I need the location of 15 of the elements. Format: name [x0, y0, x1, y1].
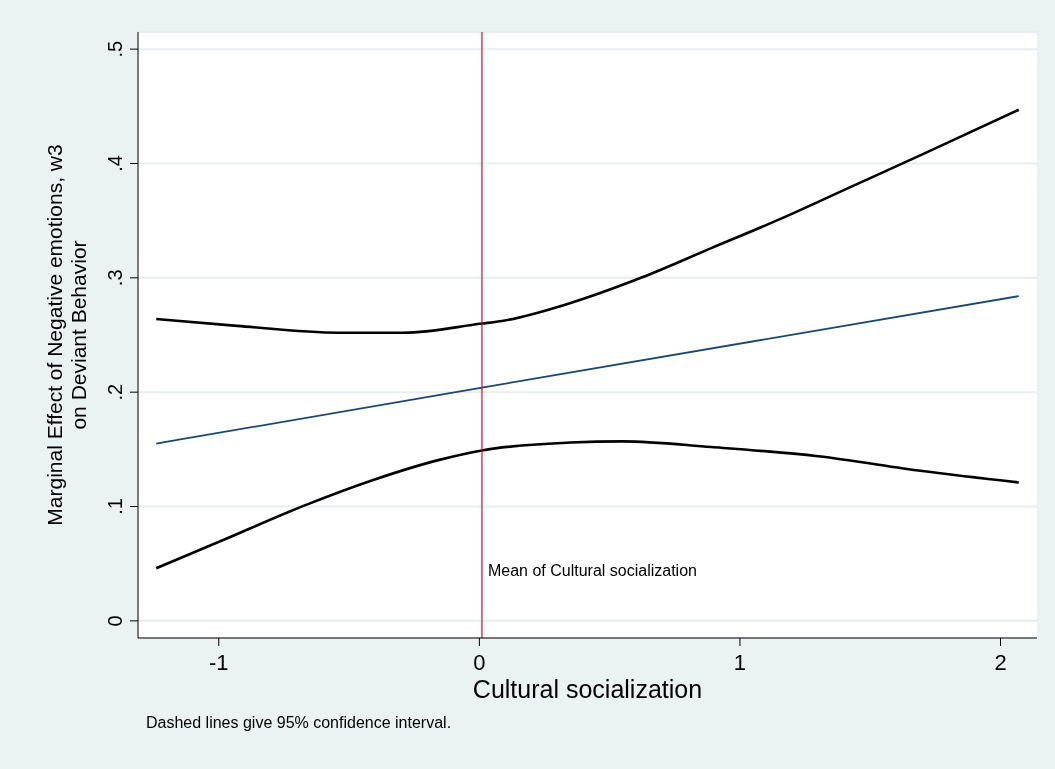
y-axis-title: Marginal Effect of Negative emotions, w3 on Deviant Behavior [43, 144, 90, 526]
x-axis-title: Cultural socialization [472, 675, 703, 703]
y-tick-label: .3 [104, 269, 126, 287]
line-series [154, 108, 1021, 335]
y-tick-label: .1 [104, 498, 126, 515]
x-tick-label: -1 [209, 650, 229, 675]
x-tick-label: 0 [473, 650, 486, 675]
y-tick-label: .4 [104, 155, 126, 172]
y-tick-label: 0 [104, 615, 126, 627]
y-tick-label: .2 [104, 383, 126, 401]
x-tick-label: 1 [733, 650, 747, 675]
ref-line-label: Mean of Cultural socialization [487, 562, 697, 579]
y-tick-label: .5 [104, 40, 126, 58]
text: Dashed lines give 95% confidence interval. [146, 714, 452, 732]
x-tick-label: 2 [994, 650, 1007, 675]
